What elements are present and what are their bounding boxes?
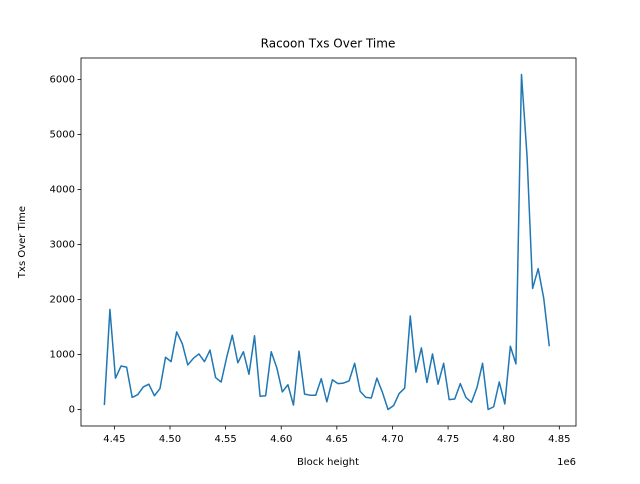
y-tick-label: 1000 bbox=[50, 349, 75, 360]
x-tick-label: 4.50 bbox=[159, 434, 181, 445]
x-tick-label: 4.60 bbox=[270, 434, 292, 445]
x-tick-label: 4.45 bbox=[103, 434, 125, 445]
y-axis-label: Txs Over Time bbox=[17, 206, 28, 279]
y-tick-label: 5000 bbox=[50, 129, 75, 140]
x-tick-label: 4.70 bbox=[381, 434, 403, 445]
chart-title: Racoon Txs Over Time bbox=[261, 37, 396, 51]
y-tick-label: 2000 bbox=[50, 294, 75, 305]
x-axis-label: Block height bbox=[297, 457, 359, 468]
x-tick-label: 4.85 bbox=[548, 434, 570, 445]
y-tick-label: 6000 bbox=[50, 74, 75, 85]
data-line bbox=[103, 73, 551, 411]
y-tick-label: 3000 bbox=[50, 239, 75, 250]
x-tick-label: 4.75 bbox=[437, 434, 459, 445]
axes-frame bbox=[80, 57, 577, 427]
x-tick-label: 4.80 bbox=[493, 434, 515, 445]
y-tick-label: 4000 bbox=[50, 184, 75, 195]
x-tick-label: 4.55 bbox=[214, 434, 236, 445]
y-tick-label: 0 bbox=[69, 404, 75, 415]
x-offset-label: 1e6 bbox=[557, 457, 576, 468]
x-tick-label: 4.65 bbox=[326, 434, 348, 445]
